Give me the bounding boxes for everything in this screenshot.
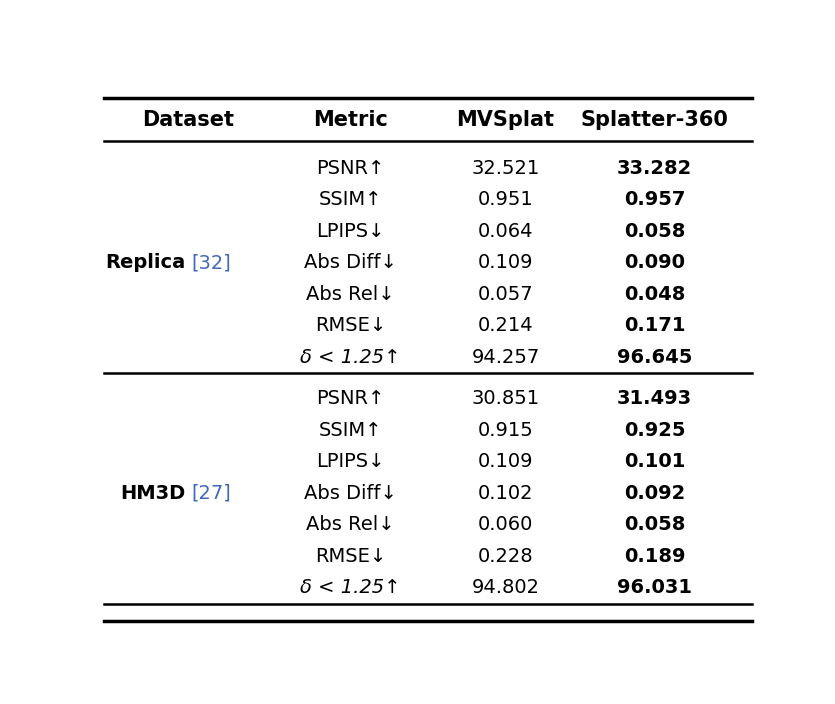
Text: 0.048: 0.048 [624,284,686,303]
Text: 0.109: 0.109 [478,253,534,272]
Text: RMSE↓: RMSE↓ [315,316,386,335]
Text: 94.802: 94.802 [472,578,539,597]
Text: 0.060: 0.060 [478,515,534,534]
Text: 0.228: 0.228 [478,546,534,565]
Text: 0.101: 0.101 [624,452,686,471]
Text: [27]: [27] [191,484,230,503]
Text: Abs Rel↓: Abs Rel↓ [306,515,395,534]
Text: 0.058: 0.058 [624,515,686,534]
Text: 96.031: 96.031 [617,578,692,597]
Text: 0.171: 0.171 [624,316,686,335]
Text: 0.102: 0.102 [478,484,534,503]
Text: 0.092: 0.092 [624,484,685,503]
Text: Dataset: Dataset [143,110,235,130]
Text: Abs Rel↓: Abs Rel↓ [306,284,395,303]
Text: 0.189: 0.189 [624,546,686,565]
Text: PSNR↑: PSNR↑ [316,159,384,178]
Text: 0.925: 0.925 [624,421,686,440]
Text: Abs Diff↓: Abs Diff↓ [304,253,397,272]
Text: RMSE↓: RMSE↓ [315,546,386,565]
Text: 0.064: 0.064 [478,222,534,241]
Text: 33.282: 33.282 [617,159,692,178]
Text: 0.957: 0.957 [624,191,686,210]
Text: Abs Diff↓: Abs Diff↓ [304,484,397,503]
Text: 96.645: 96.645 [617,348,692,367]
Text: [32]: [32] [191,253,230,272]
Text: PSNR↑: PSNR↑ [316,389,384,408]
Text: SSIM↑: SSIM↑ [318,191,382,210]
Text: 0.951: 0.951 [478,191,534,210]
Text: Replica: Replica [106,253,186,272]
Text: Metric: Metric [313,110,387,130]
Text: LPIPS↓: LPIPS↓ [316,452,385,471]
Text: 0.058: 0.058 [624,222,686,241]
Text: 0.057: 0.057 [478,284,534,303]
Text: 0.109: 0.109 [478,452,534,471]
Text: 31.493: 31.493 [617,389,692,408]
Text: LPIPS↓: LPIPS↓ [316,222,385,241]
Text: 0.214: 0.214 [478,316,534,335]
Text: 94.257: 94.257 [472,348,539,367]
Text: δ < 1.25↑: δ < 1.25↑ [300,348,401,367]
Text: δ < 1.25↑: δ < 1.25↑ [300,578,401,597]
Text: SSIM↑: SSIM↑ [318,421,382,440]
Text: Splatter-360: Splatter-360 [580,110,728,130]
Text: HM3D: HM3D [121,484,186,503]
Text: 0.915: 0.915 [478,421,534,440]
Text: 32.521: 32.521 [472,159,539,178]
Text: MVSplat: MVSplat [457,110,554,130]
Text: 0.090: 0.090 [624,253,685,272]
Text: 30.851: 30.851 [472,389,539,408]
